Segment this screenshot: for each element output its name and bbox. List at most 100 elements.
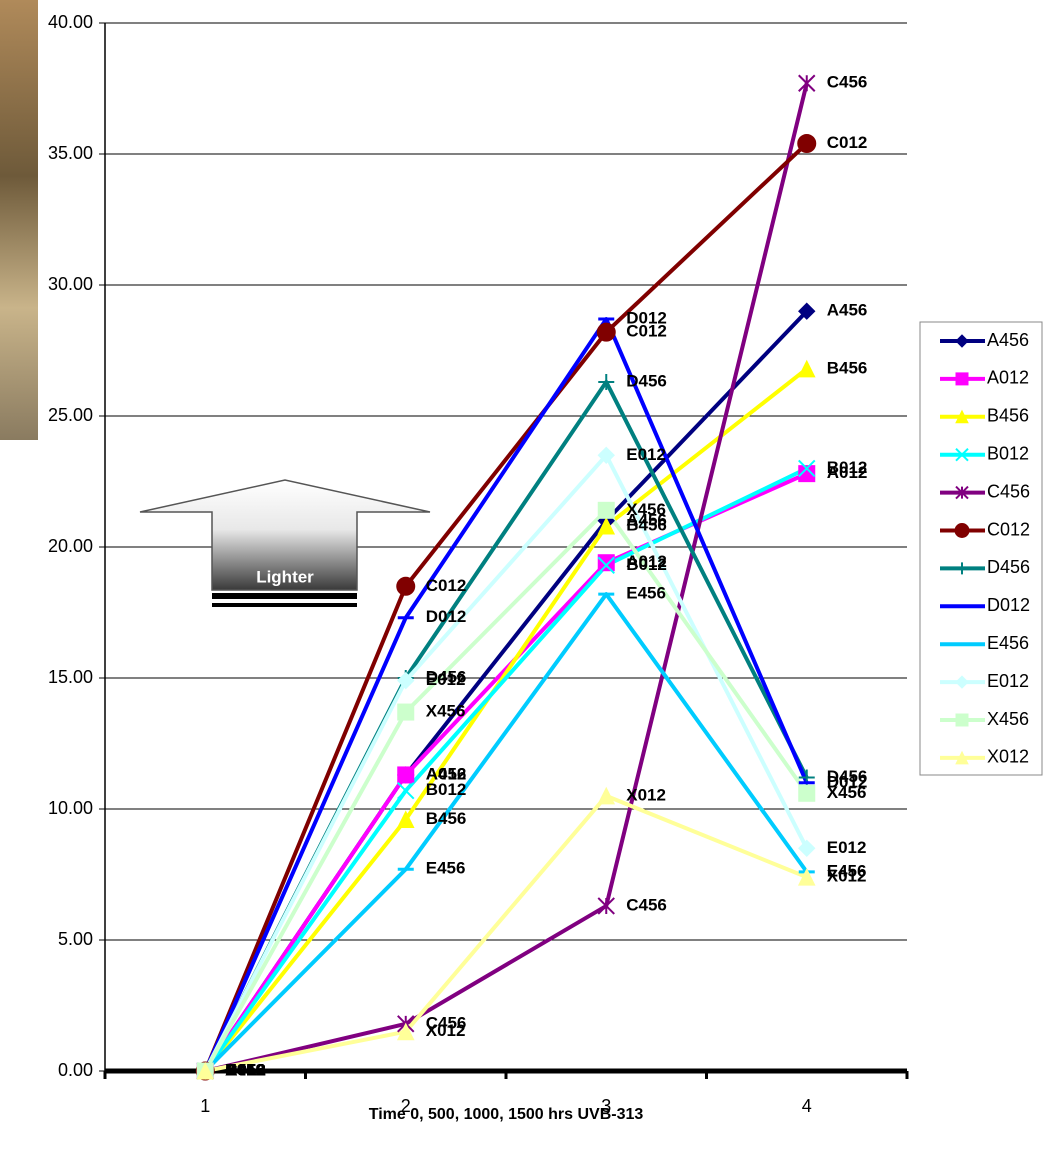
marker <box>597 501 615 519</box>
legend-marker <box>956 562 968 575</box>
data-label: X456 <box>626 500 666 519</box>
marker <box>797 134 817 154</box>
series-line <box>203 142 809 1072</box>
legend-label: X456 <box>987 709 1029 729</box>
data-label: E456 <box>626 584 666 603</box>
y-tick-label: 5.00 <box>58 929 93 949</box>
legend-label: C012 <box>987 519 1030 539</box>
photo <box>0 0 38 440</box>
arrow-text: Lighter <box>256 567 314 586</box>
marker <box>396 810 415 828</box>
x-axis-title: Time 0, 500, 1000, 1500 hrs UVB-313 <box>369 1106 644 1123</box>
legend-label: D456 <box>987 557 1030 577</box>
data-label: A456 <box>626 510 667 529</box>
legend: A456 A012 B456 B012 C456 C012 D456 D012 E456 E012… <box>940 330 1030 767</box>
arrow-shape <box>139 479 431 591</box>
data-label: X012 <box>225 1060 265 1079</box>
series-line <box>203 592 809 1073</box>
x-tick-label: 2 <box>401 1096 411 1116</box>
marker <box>397 781 415 800</box>
data-label: A456 <box>426 764 467 783</box>
data-label: B456 <box>827 358 868 377</box>
data-label: D456 <box>626 371 667 390</box>
data-label: X012 <box>626 785 666 804</box>
y-tick-label: 10.00 <box>48 798 93 818</box>
marker <box>797 868 816 886</box>
marker <box>597 446 615 465</box>
data-label: A456 <box>225 1060 266 1079</box>
y-tick-label: 30.00 <box>48 274 93 294</box>
photo-overlay <box>0 0 38 440</box>
data-label: C012 <box>827 133 868 152</box>
marker <box>597 516 616 535</box>
arrow-bar <box>212 603 357 607</box>
data-label: B012 <box>827 458 868 477</box>
x-tick-label: 4 <box>802 1096 812 1116</box>
series-line <box>203 367 808 1073</box>
data-label: B456 <box>626 516 667 535</box>
data-label: E456 <box>225 1060 265 1079</box>
marker <box>397 703 415 721</box>
marker <box>396 1022 415 1041</box>
legend-label: C456 <box>987 481 1030 501</box>
legend-marker <box>955 447 969 462</box>
legend-label: E012 <box>987 671 1029 691</box>
arrow-graphic: Lighter <box>139 479 431 607</box>
legend-marker <box>954 523 970 538</box>
data-label: A012 <box>626 552 667 571</box>
marker <box>598 373 615 390</box>
legend-marker <box>955 409 969 424</box>
legend-label: A456 <box>987 330 1029 350</box>
marker <box>397 766 415 784</box>
data-label: X456 <box>426 702 466 721</box>
marker <box>596 322 616 342</box>
data-label: C012 <box>426 576 467 595</box>
y-tick-label: 20.00 <box>48 536 93 556</box>
legend-box <box>919 321 1043 776</box>
marker <box>396 576 416 596</box>
y-tick-label: 0.00 <box>58 1060 93 1080</box>
marker <box>397 671 415 690</box>
marker <box>597 897 615 915</box>
legend-label: B456 <box>987 406 1029 426</box>
marker <box>798 784 816 802</box>
legend-marker <box>955 675 969 689</box>
legend-label: D012 <box>987 595 1030 615</box>
data-label: C456 <box>225 1060 266 1079</box>
marker <box>196 1061 215 1080</box>
series-line <box>204 82 809 1073</box>
data-label: C012 <box>225 1060 266 1079</box>
data-label: B456 <box>426 809 467 828</box>
marker <box>798 302 816 320</box>
data-label: A012 <box>225 1060 266 1079</box>
data-label: C456 <box>426 1013 467 1032</box>
data-label: D456 <box>426 667 467 686</box>
data-label: E012 <box>626 445 666 464</box>
marker <box>597 786 616 805</box>
marker <box>798 839 816 858</box>
series-line <box>203 508 809 1072</box>
data-label: A012 <box>827 463 868 482</box>
y-tick-label: 15.00 <box>48 667 93 687</box>
data-label: B012 <box>225 1060 266 1079</box>
marker <box>798 465 816 483</box>
data-label: D456 <box>827 767 868 786</box>
data-label: E012 <box>225 1060 265 1079</box>
data-label: X456 <box>225 1060 265 1079</box>
marker <box>798 74 816 92</box>
legend-label: X012 <box>987 747 1029 767</box>
data-label: D456 <box>225 1060 266 1079</box>
data-label: X012 <box>827 867 867 886</box>
y-tick-label: 25.00 <box>48 405 93 425</box>
x-tick-label: 3 <box>601 1096 611 1116</box>
data-label: C012 <box>626 322 667 341</box>
data-label: D012 <box>225 1060 266 1079</box>
legend-marker <box>955 372 969 386</box>
data-label: D012 <box>426 607 467 626</box>
marker <box>597 556 615 575</box>
data-label: X456 <box>827 783 867 802</box>
data-label: E012 <box>426 670 466 689</box>
series-line <box>203 317 809 1072</box>
y-tick-label: 35.00 <box>48 143 93 163</box>
legend-label: A012 <box>987 368 1029 388</box>
